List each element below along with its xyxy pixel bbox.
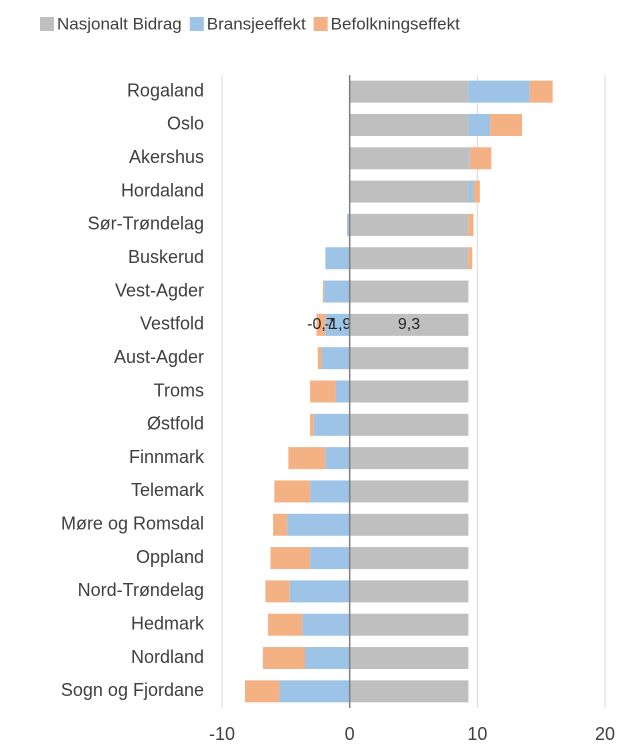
- bar: [349, 547, 469, 570]
- bar: [469, 147, 492, 170]
- bar: [349, 180, 469, 203]
- bar: [349, 413, 469, 436]
- bar: [349, 480, 469, 503]
- data-label: -0,7: [307, 316, 335, 333]
- bar: [325, 447, 350, 470]
- y-tick-label: Aust-Agder: [114, 347, 204, 367]
- bar: [490, 113, 523, 136]
- x-tick-label: 20: [595, 724, 615, 744]
- bar: [349, 347, 469, 370]
- bar: [468, 80, 530, 103]
- bar: [347, 213, 350, 236]
- y-tick-label: Akershus: [129, 147, 204, 167]
- bar: [349, 80, 469, 103]
- bar: [244, 680, 280, 703]
- bar: [310, 413, 314, 436]
- bar: [349, 247, 469, 270]
- bar: [349, 380, 469, 403]
- bar: [262, 647, 305, 670]
- bar: [310, 547, 350, 570]
- y-tick-label: Finnmark: [129, 447, 205, 467]
- bar: [349, 213, 469, 236]
- bar: [349, 647, 469, 670]
- y-tick-label: Hordaland: [121, 180, 204, 200]
- bar: [288, 447, 326, 470]
- bar: [473, 180, 480, 203]
- bar: [265, 580, 290, 603]
- bar: [273, 513, 288, 536]
- bar: [274, 480, 311, 503]
- legend-swatch: [189, 17, 204, 31]
- bar: [302, 613, 350, 636]
- legend-label: Befolkningseffekt: [331, 14, 460, 33]
- y-tick-label: Nordland: [131, 647, 204, 667]
- bar: [287, 513, 350, 536]
- y-tick-label: Oslo: [167, 114, 204, 134]
- x-tick-label: -10: [209, 724, 235, 744]
- bar: [468, 180, 474, 203]
- y-tick-label: Telemark: [131, 480, 205, 500]
- legend-swatch: [313, 17, 328, 31]
- y-tick-label: Møre og Romsdal: [61, 514, 204, 534]
- x-tick-label: 0: [345, 724, 355, 744]
- bar: [349, 513, 469, 536]
- y-tick-label: Sogn og Fjordane: [61, 680, 204, 700]
- y-tick-label: Buskerud: [128, 247, 204, 267]
- y-tick-label: Vest-Agder: [115, 280, 204, 300]
- bar: [349, 113, 469, 136]
- bar: [279, 680, 350, 703]
- legend-label: Nasjonalt Bidrag: [57, 14, 182, 33]
- bar: [468, 213, 474, 236]
- bar: [468, 113, 491, 136]
- y-tick-label: Nord-Trøndelag: [78, 580, 204, 600]
- bar: [468, 247, 473, 270]
- legend-label: Bransjeeffekt: [207, 14, 306, 33]
- y-tick-label: Hedmark: [131, 613, 205, 633]
- bar: [324, 280, 350, 303]
- y-tick-label: Oppland: [136, 547, 204, 567]
- legend-swatch: [40, 17, 54, 31]
- bar: [313, 413, 350, 436]
- bar: [349, 280, 469, 303]
- bar: [349, 613, 469, 636]
- bar: [349, 447, 469, 470]
- y-tick-label: Vestfold: [140, 314, 204, 334]
- bar: [289, 580, 350, 603]
- bar: [349, 147, 469, 170]
- bar: [322, 280, 325, 303]
- y-tick-label: Troms: [154, 380, 204, 400]
- bar: [316, 313, 326, 336]
- bar: [317, 347, 322, 370]
- bar: [310, 480, 350, 503]
- y-tick-label: Østfold: [147, 414, 204, 434]
- bar: [468, 147, 470, 170]
- data-label: 9,3: [398, 316, 420, 333]
- bar: [349, 580, 469, 603]
- bar: [310, 380, 336, 403]
- bar: [267, 613, 303, 636]
- bar: [321, 347, 350, 370]
- bar: [349, 680, 469, 703]
- bar: [529, 80, 553, 103]
- bar: [335, 380, 350, 403]
- y-tick-label: Rogaland: [127, 80, 204, 100]
- bar: [349, 313, 469, 336]
- bar: [325, 313, 350, 336]
- x-tick-label: 10: [467, 724, 487, 744]
- data-label: -1,9: [324, 316, 352, 333]
- bar: [325, 247, 350, 270]
- bar: [304, 647, 350, 670]
- y-tick-label: Sør-Trøndelag: [88, 214, 204, 234]
- bar: [270, 547, 311, 570]
